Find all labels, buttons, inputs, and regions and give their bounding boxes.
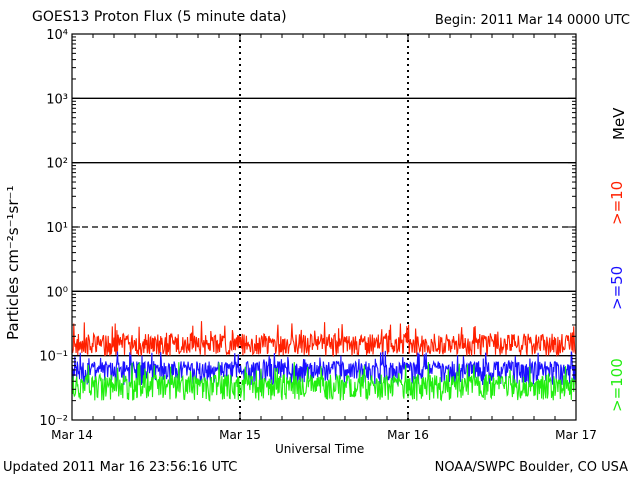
y-tick-label: 10¹ — [46, 221, 68, 236]
legend-ge100: >=100 — [608, 358, 626, 412]
y-tick-label: 10⁻¹ — [39, 350, 68, 365]
x-tick-label: Mar 14 — [51, 428, 93, 442]
legend-ge50: >=50 — [608, 265, 626, 310]
legend-unit: MeV — [610, 107, 628, 140]
y-tick-label: 10⁴ — [46, 28, 68, 43]
x-tick-label: Mar 17 — [555, 428, 597, 442]
y-tick-label: 10⁻² — [39, 414, 68, 429]
y-tick-label: 10³ — [46, 92, 68, 107]
y-axis-label: Particles cm⁻²s⁻¹sr⁻¹ — [4, 185, 22, 340]
updated-time: Updated 2011 Mar 16 23:56:16 UTC — [3, 460, 238, 475]
chart-title: GOES13 Proton Flux (5 minute data) — [32, 9, 287, 25]
begin-time: Begin: 2011 Mar 14 0000 UTC — [434, 13, 630, 28]
series-line-2 — [71, 361, 577, 402]
x-axis-label: Universal Time — [275, 442, 365, 456]
credit: NOAA/SWPC Boulder, CO USA — [434, 460, 628, 475]
x-tick-label: Mar 16 — [387, 428, 429, 442]
x-tick-label: Mar 15 — [219, 428, 261, 442]
series-line-0 — [71, 321, 577, 358]
y-tick-label: 10⁰ — [46, 285, 68, 300]
legend-ge10: >=10 — [608, 180, 626, 225]
series-line-1 — [71, 350, 577, 386]
y-tick-label: 10² — [46, 157, 68, 172]
